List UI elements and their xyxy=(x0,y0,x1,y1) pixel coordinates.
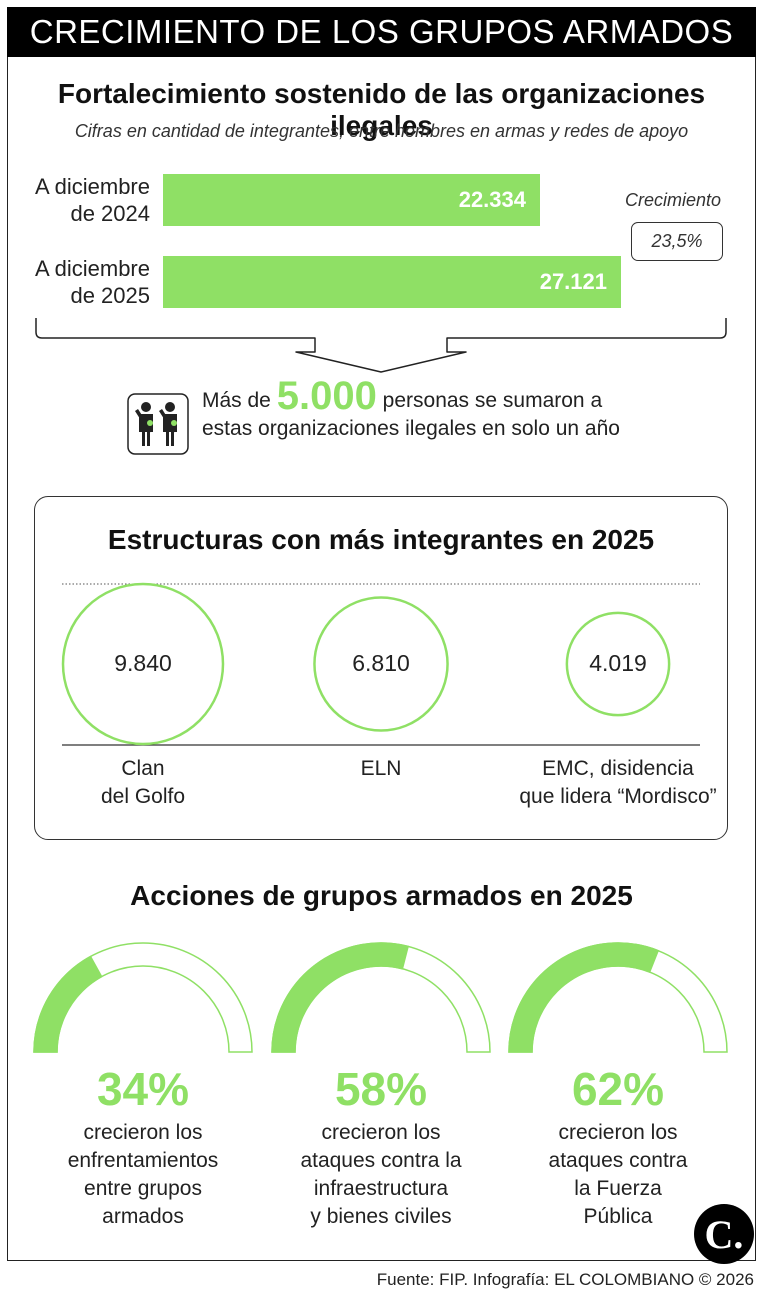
gauge-fill xyxy=(271,942,410,1053)
gauge-description-line: ataques contra la xyxy=(300,1149,462,1172)
section3-title: Acciones de grupos armados en 2025 xyxy=(130,880,633,911)
source-credit: Fuente: FIP. Infografía: EL COLOMBIANO ©… xyxy=(376,1270,754,1289)
gauge-description: crecieron los enfrentamientos entre grupos… xyxy=(28,1119,258,1231)
gauge-percent-label: 62% xyxy=(571,1063,665,1115)
bubble-circle xyxy=(565,611,671,717)
bubble-circle xyxy=(61,582,225,746)
gauge-description-line: la Fuerza xyxy=(574,1177,662,1200)
bubble-value-label: 4.019 xyxy=(589,650,647,676)
bar-category-line: de 2025 xyxy=(70,283,150,308)
gauge-description-line: entre grupos xyxy=(84,1177,202,1200)
info-line2: estas organizaciones ilegales en solo un… xyxy=(202,417,620,440)
gauge-description: crecieron los ataques contra la infraestru… xyxy=(266,1119,496,1231)
bar-value-label: 27.121 xyxy=(539,269,607,294)
gauge-fill xyxy=(508,942,660,1053)
section1-title: Fortalecimiento sostenido de las organiz… xyxy=(57,78,706,141)
info-highlight: 5.000 xyxy=(276,374,377,418)
info-prefix: Más de xyxy=(202,389,271,412)
bubble-category-line: del Golfo xyxy=(100,785,186,808)
info-text: Más de 5.000 personas se sumaron a estas… xyxy=(202,376,672,443)
structures-panel xyxy=(34,496,728,840)
bubble-category-label: Clan del Golfo xyxy=(28,755,258,811)
bubble-category-line: Clan xyxy=(121,757,165,780)
bubble-lines xyxy=(62,583,700,746)
bar-category-label: A diciembre de 2024 xyxy=(0,173,150,227)
bubble-category-line: ELN xyxy=(360,757,402,780)
bar: 22.334 xyxy=(163,174,540,226)
bar-category-line: de 2024 xyxy=(70,201,150,226)
gauge-description-line: y bienes civiles xyxy=(310,1205,452,1228)
bar-category-label: A diciembre de 2025 xyxy=(0,255,150,309)
bar-category-line: A diciembre xyxy=(35,174,150,199)
gauge-description-line: crecieron los xyxy=(83,1121,203,1144)
bubble-category-label: EMC, disidencia que lidera “Mordisco” xyxy=(503,755,733,811)
gauge-percent-label: 58% xyxy=(334,1063,428,1115)
gauge-description-line: Pública xyxy=(583,1205,653,1228)
bubble-category-label: ELN xyxy=(266,755,496,783)
armed-men-icon xyxy=(127,393,189,455)
bubble-category-line: que lidera “Mordisco” xyxy=(519,785,717,808)
header-title: CRECIMIENTO DE LOS GRUPOS ARMADOS xyxy=(7,7,756,57)
el-colombiano-logo: C. xyxy=(694,1204,754,1264)
bar: 27.121 xyxy=(163,256,621,308)
section1-subtitle: Cifras en cantidad de integrantes, entre… xyxy=(74,121,689,141)
bubble-circle xyxy=(313,596,449,732)
bracket-arrow xyxy=(35,318,727,373)
gauge-description-line: enfrentamientos xyxy=(67,1149,219,1172)
gauge-description-line: armados xyxy=(102,1205,184,1228)
gauge-description-line: crecieron los xyxy=(321,1121,441,1144)
gauge-fill xyxy=(33,955,103,1053)
gauge-percent-label: 34% xyxy=(96,1063,190,1115)
bar-value-label: 22.334 xyxy=(458,187,526,212)
gauge-description: crecieron los ataques contra la Fuerza Públ… xyxy=(503,1119,733,1231)
gauge-description-line: ataques contra xyxy=(548,1149,688,1172)
gauge-svg xyxy=(33,942,728,1053)
growth-value-box: 23,5% xyxy=(631,222,723,261)
info-suffix: personas se sumaron a xyxy=(382,389,603,412)
bubble-category-line: EMC, disidencia xyxy=(542,757,694,780)
gauge-description-line: infraestructura xyxy=(313,1177,449,1200)
growth-label: Crecimiento xyxy=(625,190,722,210)
bubble-svg xyxy=(61,582,671,746)
bubble-value-label: 6.810 xyxy=(352,650,410,676)
section2-title: Estructuras con más integrantes en 2025 xyxy=(107,524,655,555)
bubble-value-label: 9.840 xyxy=(114,650,172,676)
bar-category-line: A diciembre xyxy=(35,256,150,281)
gauge-description-line: crecieron los xyxy=(558,1121,678,1144)
